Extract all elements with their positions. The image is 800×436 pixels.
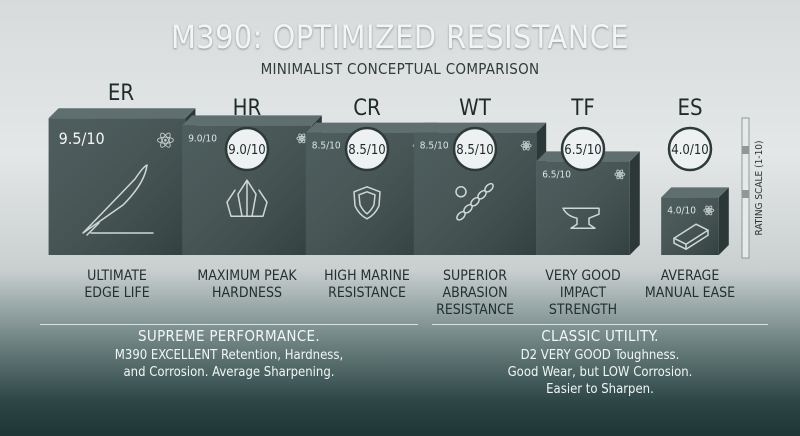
caption-line: ABRASION — [442, 285, 508, 301]
cube-value-label: 9.0/10 — [188, 133, 217, 144]
value-ring — [560, 126, 606, 172]
rating-scale-segment — [742, 146, 749, 154]
bar-cube: 6.5/10 — [536, 151, 640, 255]
caption-line: VERY GOOD — [545, 268, 621, 284]
cube-top-face — [48, 108, 196, 119]
cube-value-label: 8.5/10 — [420, 141, 449, 152]
bar-cube: 4.0/10 — [661, 187, 729, 255]
chart-subtitle: MINIMALIST CONCEPTUAL COMPARISON — [260, 60, 540, 78]
footer-left: SUPREME PERFORMANCE. M390 EXCELLENT Rete… — [40, 328, 418, 381]
caption-line: SUPERIOR — [443, 268, 507, 284]
cube-value-label: 8.5/10 — [312, 141, 341, 152]
caption-line: HARDNESS — [212, 285, 282, 301]
category-caption: VERY GOOD IMPACT STRENGTH — [523, 268, 643, 319]
value-ring — [224, 126, 270, 172]
caption-line: MAXIMUM PEAK — [197, 268, 297, 284]
footer-left-heading: SUPREME PERFORMANCE. — [138, 327, 320, 345]
rating-scale-bar — [741, 117, 750, 259]
value-label: 6.5/10 — [564, 143, 601, 158]
footer-left-line: and Corrosion. Average Sharpening. — [123, 365, 335, 380]
value-label: 8.5/10 — [348, 143, 385, 158]
caption-line: IMPACT — [559, 285, 607, 301]
caption-line: RESISTANCE — [328, 285, 406, 301]
cube-value-label: 6.5/10 — [542, 169, 571, 180]
category-caption: MAXIMUM PEAK HARDNESS — [187, 268, 307, 302]
footer-right-line: Easier to Sharpen. — [546, 382, 654, 397]
value-label: 9.5/10 — [59, 129, 105, 148]
cube-top-face — [661, 187, 729, 198]
bar-cube: 9.5/10 — [48, 108, 196, 255]
category-caption: AVERAGE MANUAL EASE — [630, 268, 750, 302]
caption-line: HIGH MARINE — [324, 268, 410, 284]
cube-side-face — [718, 187, 729, 255]
caption-line: EDGE LIFE — [84, 285, 150, 301]
value-ring — [452, 126, 498, 172]
right-divider — [432, 324, 768, 325]
value-label: 8.5/10 — [456, 143, 493, 158]
category-label: HR — [233, 96, 262, 121]
category-label: CR — [353, 96, 381, 121]
category-label: TF — [570, 96, 594, 121]
value-ring — [667, 126, 713, 172]
caption-line: MANUAL EASE — [644, 285, 736, 301]
value-label: 4.0/10 — [671, 143, 708, 158]
category-caption: ULTIMATE EDGE LIFE — [57, 268, 177, 302]
caption-line: ULTIMATE — [87, 268, 147, 284]
footer-left-line: M390 EXCELLENT Retention, Hardness, — [114, 348, 344, 363]
footer-right-line: Good Wear, but LOW Corrosion. — [507, 365, 693, 380]
value-label: 9.0/10 — [228, 143, 265, 158]
category-label: ES — [677, 96, 702, 121]
cube-side-face — [629, 151, 640, 255]
footer-right-line: D2 VERY GOOD Toughness. — [520, 348, 680, 363]
category-label: ER — [108, 81, 135, 106]
caption-line: AVERAGE — [660, 268, 720, 284]
footer-right: CLASSIC UTILITY. D2 VERY GOOD Toughness.… — [432, 328, 768, 398]
rating-scale-segment — [742, 190, 749, 198]
category-label: WT — [459, 96, 492, 121]
left-divider — [40, 324, 418, 325]
rating-scale: RATING SCALE (1-10) — [741, 117, 765, 259]
cube-value-label: 4.0/10 — [667, 205, 696, 216]
caption-line: RESISTANCE — [436, 302, 514, 318]
y-axis-label: RATING SCALE (1-10) — [754, 140, 765, 235]
chart-title: M390: OPTIMIZED RESISTANCE — [170, 18, 630, 56]
category-caption: HIGH MARINE RESISTANCE — [307, 268, 427, 302]
value-ring — [344, 126, 390, 172]
footer-right-heading: CLASSIC UTILITY. — [541, 327, 659, 345]
category-caption: SUPERIOR ABRASION RESISTANCE — [415, 268, 535, 319]
caption-line: STRENGTH — [548, 302, 618, 318]
cube-top-face — [182, 115, 322, 126]
